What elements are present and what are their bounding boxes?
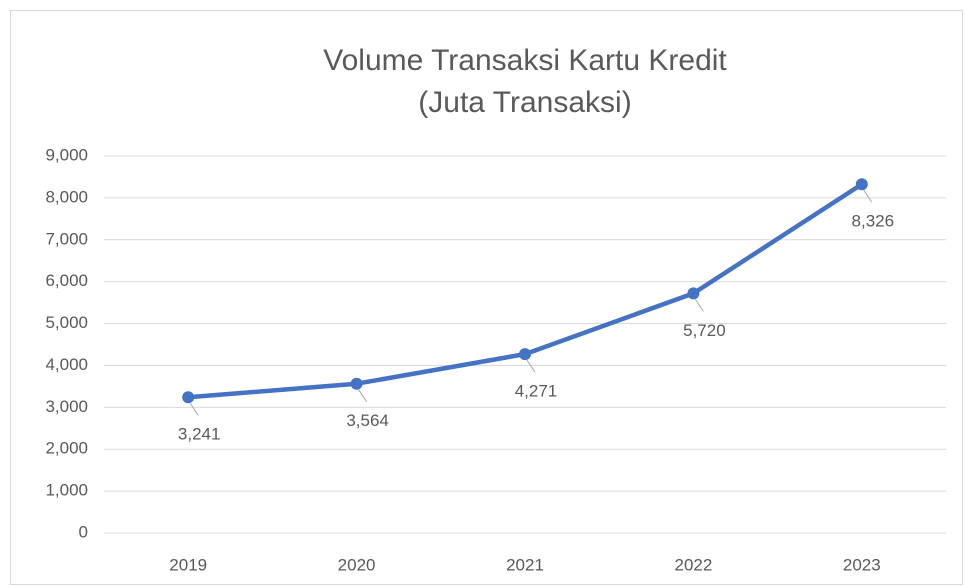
y-tick-label: 0 [79,522,88,541]
leader-line [189,402,199,416]
y-tick-label: 6,000 [45,271,88,290]
leader-line [526,359,536,373]
x-tick-label: 2022 [674,555,712,574]
x-tick-label: 2020 [338,555,376,574]
y-tick-label: 8,000 [45,187,88,206]
y-tick-label: 1,000 [45,481,88,500]
leader-line [694,299,704,312]
y-tick-label: 7,000 [45,229,88,248]
data-label: 3,564 [346,411,389,430]
leader-line [358,389,368,402]
point [519,348,531,361]
point [855,178,868,191]
y-tick-label: 3,000 [45,397,88,416]
data-label: 8,326 [852,212,895,231]
y-tick-label: 4,000 [45,355,88,374]
x-tick-label: 2019 [169,555,207,574]
data-label: 5,720 [683,321,726,340]
leader-line [863,189,873,203]
point [182,391,195,404]
data-label: 3,241 [178,425,221,444]
y-tick-label: 2,000 [45,439,88,458]
point [350,377,363,390]
y-tick-label: 5,000 [45,313,88,332]
y-tick-label: 9,000 [45,145,88,164]
x-tick-label: 2021 [506,555,544,574]
chart-title: Volume Transaksi Kartu Kredit [323,44,727,77]
point [687,287,700,300]
data-label: 4,271 [515,382,558,401]
chart-subtitle: (Juta Transaksi) [418,86,631,119]
chart-border [10,10,963,585]
x-tick-label: 2023 [843,555,881,574]
